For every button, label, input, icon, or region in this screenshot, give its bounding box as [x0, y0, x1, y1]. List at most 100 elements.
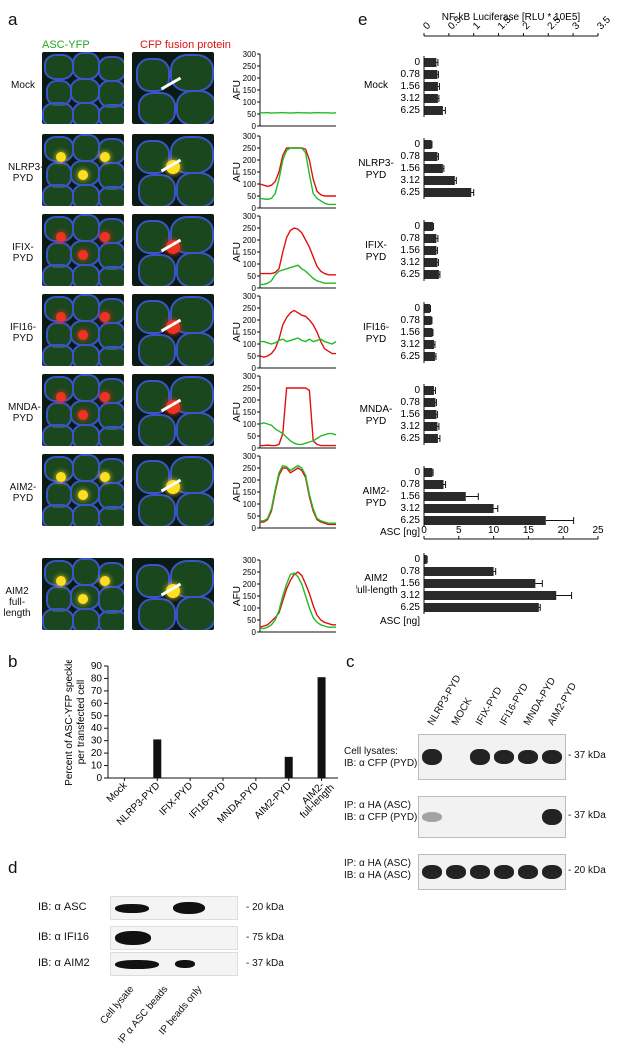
b-y-tick-label: 90	[91, 661, 103, 672]
cell-outline	[176, 492, 214, 526]
cell-outline	[170, 54, 214, 92]
cell-outline	[138, 92, 176, 124]
cell-outline	[98, 346, 124, 366]
e-bottom-tick-label: 5	[456, 525, 462, 536]
afu-axis-label: AFU	[232, 402, 243, 422]
cell-outline	[138, 494, 176, 526]
e-group-label-line2: PYD	[366, 252, 387, 263]
micrograph-zoom	[132, 134, 214, 206]
cell-outline	[42, 504, 74, 526]
e-bar	[424, 70, 437, 79]
afu-tick-label: 50	[247, 272, 256, 281]
speckle	[56, 312, 66, 322]
afu-tick-label: 250	[243, 62, 257, 71]
row-label-line2: PYD	[8, 253, 38, 264]
cell-outline	[176, 332, 214, 366]
c-blot-label-1: Cell lysates:	[344, 746, 398, 757]
e-group-label: Mock	[364, 80, 389, 91]
cell-outline	[42, 264, 74, 286]
afu-tick-label: 50	[247, 432, 256, 441]
d-kda-marker: - 20 kDa	[246, 902, 284, 913]
e-dose-label: 6.25	[401, 187, 421, 198]
e-dose-label: 0.78	[401, 566, 421, 577]
red-profile-line	[260, 148, 336, 196]
e-bar	[424, 152, 437, 161]
b-y-axis-label-1: Percent of ASC-YFP speckle	[64, 660, 75, 786]
e-bar	[424, 164, 443, 173]
e-bar	[424, 234, 436, 243]
c-kda-marker: - 37 kDa	[568, 750, 606, 761]
cell-outline	[72, 52, 100, 80]
c-band	[542, 809, 562, 825]
cell-outline	[138, 598, 176, 630]
micrograph-overview	[42, 294, 124, 366]
e-asc-ng-label-2: ASC [ng]	[380, 616, 420, 627]
asc-yfp-header: ASC-YFP	[42, 40, 90, 51]
e-dose-label: 0.78	[401, 479, 421, 490]
e-bar	[424, 316, 431, 325]
cell-outline	[138, 174, 176, 206]
d-lane-label: IP beads only	[138, 984, 204, 1060]
e-bar	[424, 386, 434, 395]
cell-outline	[72, 608, 100, 630]
cell-outline	[138, 334, 176, 366]
d-blot-label: IB: α IFI16	[38, 932, 89, 943]
afu-tick-label: 50	[247, 110, 256, 119]
afu-tick-label: 300	[243, 556, 257, 565]
d-kda-marker: - 37 kDa	[246, 958, 284, 969]
d-band	[115, 960, 159, 969]
afu-tick-label: 250	[243, 384, 257, 393]
cell-outline	[98, 56, 124, 82]
e-bar	[424, 434, 438, 443]
d-lane-label: IP α ASC beads	[104, 984, 170, 1060]
micrograph-zoom	[132, 374, 214, 446]
c-band	[422, 812, 442, 822]
e-group-label-line2: PYD	[366, 170, 387, 181]
afu-tick-label: 100	[243, 500, 257, 509]
e-top-tick-label: 0	[421, 20, 433, 32]
e-dose-label: 3.12	[401, 257, 421, 268]
panel-d-letter: d	[8, 858, 17, 878]
d-blot-strip	[110, 926, 238, 950]
afu-tick-label: 50	[247, 352, 256, 361]
c-blot-strip	[418, 796, 566, 838]
afu-tick-label: 100	[243, 180, 257, 189]
row-label-line1: AIM2-	[8, 482, 38, 493]
e-bar	[424, 480, 443, 489]
d-blot-label: IB: α AIM2	[38, 958, 90, 969]
cell-outline	[176, 252, 214, 286]
row-label-line2: PYD	[8, 493, 38, 504]
afu-tick-label: 300	[243, 452, 257, 461]
e-dose-label: 6.25	[401, 602, 421, 613]
e-bar	[424, 258, 437, 267]
d-blot-label: IB: α ASC	[38, 902, 87, 913]
afu-tick-label: 200	[243, 156, 257, 165]
afu-axis-label: AFU	[232, 482, 243, 502]
b-bar	[153, 739, 161, 778]
d-band	[175, 960, 195, 968]
cell-outline	[72, 374, 100, 402]
afu-tick-label: 300	[243, 50, 257, 59]
cell-outline	[72, 558, 100, 586]
cell-outline	[70, 78, 100, 104]
cell-outline	[98, 266, 124, 286]
afu-tick-label: 50	[247, 192, 256, 201]
afu-tick-label: 150	[243, 86, 257, 95]
e-bar	[424, 591, 556, 600]
e-bar	[424, 140, 431, 149]
red-profile-line	[260, 468, 336, 524]
b-y-tick-label: 0	[96, 773, 102, 784]
red-profile-line	[260, 310, 336, 357]
d-blot-strip	[110, 896, 238, 920]
b-y-tick-label: 20	[91, 748, 103, 759]
cell-outline	[72, 214, 100, 242]
e-dose-label: 3.12	[401, 175, 421, 186]
b-y-tick-label: 40	[91, 723, 103, 734]
c-kda-marker: - 37 kDa	[568, 810, 606, 821]
c-band	[542, 750, 562, 764]
speckle	[78, 250, 88, 260]
cell-outline	[72, 454, 100, 482]
